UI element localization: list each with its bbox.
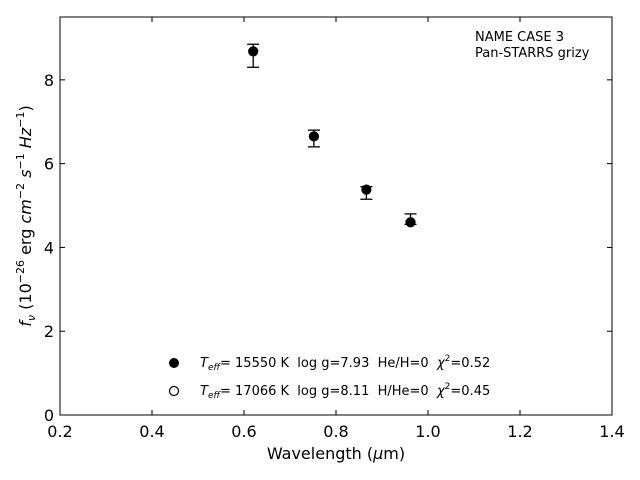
y-tick-label: 6 bbox=[44, 155, 54, 174]
legend: Teff= 15550 K log g=7.93 He/H=0 χ2=0.52 … bbox=[168, 354, 490, 401]
x-tick-label: 1.2 bbox=[507, 422, 532, 441]
model-point-filled bbox=[248, 46, 259, 57]
x-tick-label: 1.4 bbox=[599, 422, 624, 441]
legend-entry-2: Teff= 17066 K log g=8.11 H/He=0 χ2=0.45 bbox=[200, 382, 490, 401]
model-point-filled bbox=[361, 184, 372, 195]
y-tick-label: 2 bbox=[44, 322, 54, 341]
x-tick-label: 0.8 bbox=[323, 422, 348, 441]
x-tick-label: 0.2 bbox=[47, 422, 72, 441]
x-tick-label: 1.0 bbox=[415, 422, 440, 441]
model-point-filled bbox=[308, 131, 320, 142]
y-axis-ticks: 0 2 4 6 8 bbox=[44, 71, 612, 425]
legend-marker-filled-circle bbox=[169, 358, 179, 368]
x-axis-ticks: 0.2 0.4 0.6 0.8 1.0 1.2 1.4 bbox=[47, 17, 625, 441]
y-tick-label: 8 bbox=[44, 71, 54, 90]
y-axis-label: fν (10−26 erg cm−2 s−1 Hz−1) bbox=[14, 105, 38, 326]
data-points bbox=[248, 46, 416, 228]
x-axis-label: Wavelength (μm) bbox=[267, 444, 405, 463]
legend-entry-1: Teff= 15550 K log g=7.93 He/H=0 χ2=0.52 bbox=[200, 354, 490, 373]
model-point-filled bbox=[405, 217, 416, 228]
legend-marker-open-circle bbox=[168, 385, 180, 397]
y-tick-label: 0 bbox=[44, 406, 54, 425]
y-tick-label: 4 bbox=[44, 238, 54, 257]
x-tick-label: 0.6 bbox=[231, 422, 256, 441]
annotation-line-1: NAME CASE 3 bbox=[475, 30, 564, 45]
x-tick-label: 0.4 bbox=[139, 422, 164, 441]
annotation-line-2: Pan-STARRS grizy bbox=[475, 46, 590, 61]
